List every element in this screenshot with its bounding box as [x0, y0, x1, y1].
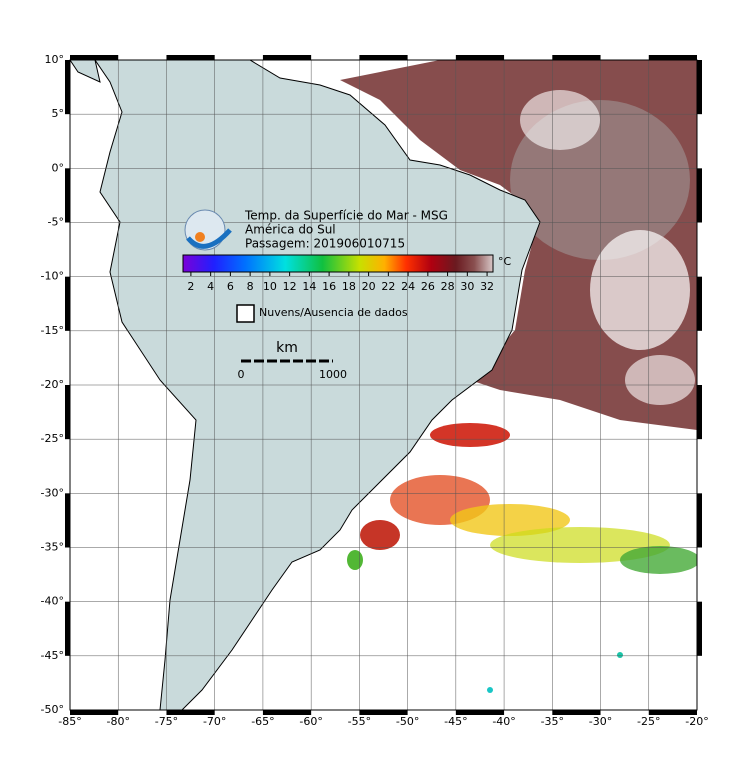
- frame-segment: [262, 710, 312, 715]
- lat-tick-label: 0°: [52, 161, 65, 174]
- frame-segment: [697, 601, 702, 656]
- frame-segment: [166, 55, 215, 60]
- frame-segment: [455, 710, 505, 715]
- colorbar-ticks: 2 4 6 8 10 12 14 16 18 20 22 24 26 28 30 32: [187, 272, 494, 293]
- frame-segment: [166, 710, 215, 715]
- title: Temp. da Superfície do Mar - MSG: [244, 209, 448, 223]
- colorbar-tick-label: 24: [401, 280, 415, 293]
- lon-tick-label: -40°: [492, 715, 515, 728]
- colorbar-tick-label: 16: [322, 280, 336, 293]
- lat-tick-label: -35°: [41, 541, 64, 554]
- frame-segment: [552, 55, 601, 60]
- frame-segment: [359, 710, 408, 715]
- lon-tick-label: -25°: [637, 715, 660, 728]
- frame-segment: [70, 55, 119, 60]
- colorbar: [182, 254, 494, 273]
- frame-segment: [697, 168, 702, 223]
- frame-segment: [65, 60, 70, 115]
- lon-tick-label: -75°: [155, 715, 178, 728]
- frame-segment: [359, 55, 408, 60]
- grid: [70, 60, 697, 710]
- lat-tick-label: 5°: [52, 107, 65, 120]
- frame-segment: [455, 55, 505, 60]
- colorbar-tick-label: 28: [441, 280, 455, 293]
- lon-tick-label: -35°: [541, 715, 564, 728]
- colorbar-tick-label: 32: [480, 280, 494, 293]
- frame-segment: [65, 168, 70, 223]
- map-area: [70, 60, 697, 710]
- frame-segment: [65, 493, 70, 548]
- no-data-swatch: [236, 304, 255, 323]
- scale-start: 0: [238, 368, 245, 381]
- lat-tick-label: -20°: [41, 378, 64, 391]
- lon-tick-label: -85°: [58, 715, 81, 728]
- lat-tick-label: -25°: [41, 432, 64, 445]
- frame-segment: [70, 710, 119, 715]
- lon-tick-label: -70°: [203, 715, 226, 728]
- colorbar-tick-label: 22: [381, 280, 395, 293]
- pass-time: Passagem: 201906010715: [245, 237, 405, 251]
- lat-tick-label: -10°: [41, 270, 64, 283]
- lon-tick-label: -80°: [106, 715, 129, 728]
- central-america: [70, 60, 101, 83]
- sst-field: [340, 60, 697, 693]
- frame-segment: [65, 276, 70, 331]
- frame-segment: [65, 601, 70, 656]
- frame-segment: [697, 493, 702, 548]
- lat-tick-label: -40°: [41, 595, 64, 608]
- inpe-logo: [184, 209, 232, 251]
- colorbar-tick-label: 26: [421, 280, 435, 293]
- lat-tick-label: -50°: [41, 703, 64, 716]
- colorbar-tick-label: 10: [263, 280, 277, 293]
- lat-tick-label: -30°: [41, 486, 64, 499]
- colorbar-tick-label: 6: [227, 280, 234, 293]
- frame-segment: [552, 710, 601, 715]
- frame-border: [65, 55, 702, 715]
- no-data-label: Nuvens/Ausencia de dados: [259, 306, 408, 319]
- scale-unit: km: [276, 340, 298, 356]
- region: América do Sul: [245, 223, 336, 237]
- colorbar-tick-label: 20: [362, 280, 376, 293]
- colorbar-tick-label: 14: [302, 280, 316, 293]
- colorbar-tick-label: 8: [247, 280, 254, 293]
- frame-segment: [648, 710, 697, 715]
- frame-segment: [697, 60, 702, 115]
- colorbar-tick-label: 2: [187, 280, 194, 293]
- lon-tick-label: -60°: [299, 715, 322, 728]
- lon-tick-label: -55°: [348, 715, 371, 728]
- frame-segment: [262, 55, 312, 60]
- lat-tick-label: 10°: [45, 53, 65, 66]
- colorbar-tick-label: 18: [342, 280, 356, 293]
- lon-tick-label: -20°: [685, 715, 708, 728]
- frame-segment: [648, 55, 697, 60]
- colorbar-tick-label: 12: [283, 280, 297, 293]
- lon-tick-label: -65°: [251, 715, 274, 728]
- colorbar-tick-label: 4: [207, 280, 214, 293]
- scale-bar: km 0 1000: [238, 340, 348, 381]
- frame-segment: [697, 276, 702, 331]
- lat-tick-label: -45°: [41, 649, 64, 662]
- colorbar-tick-label: 30: [460, 280, 474, 293]
- lon-tick-label: -50°: [396, 715, 419, 728]
- colorbar-unit: °C: [498, 255, 512, 268]
- lat-tick-label: -5°: [48, 216, 64, 229]
- lat-tick-label: -15°: [41, 324, 64, 337]
- lon-tick-label: -45°: [444, 715, 467, 728]
- frame-segment: [65, 385, 70, 440]
- frame-segment: [697, 385, 702, 440]
- scale-end: 1000: [319, 368, 347, 381]
- lon-tick-label: -30°: [589, 715, 612, 728]
